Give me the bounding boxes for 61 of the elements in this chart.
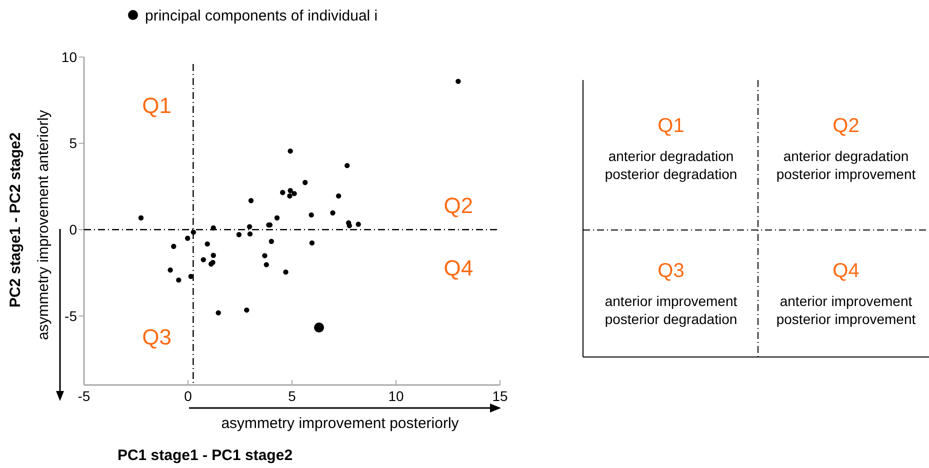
x-axis-title: PC1 stage1 - PC1 stage2 (117, 447, 293, 464)
point (302, 180, 308, 186)
y-tick-label: 5 (69, 135, 78, 152)
point (274, 215, 280, 220)
text: asymmetry improvement anteriorly (35, 109, 52, 340)
y-axis-title: PC2 stage1 - PC2 stage2 (7, 132, 24, 308)
x-tick-label: 0 (184, 388, 192, 404)
point (210, 252, 216, 258)
point (264, 262, 270, 268)
point (248, 198, 254, 204)
point (336, 193, 342, 199)
point (244, 307, 250, 313)
point (138, 215, 144, 220)
annotation: Q4 (444, 255, 474, 280)
point (204, 241, 210, 247)
point (280, 190, 286, 196)
point (288, 148, 293, 154)
point (216, 310, 221, 316)
point (308, 212, 314, 218)
x-tick-label: 5 (288, 388, 296, 404)
point (344, 162, 350, 168)
point (346, 223, 352, 228)
point (283, 270, 288, 275)
point (200, 257, 206, 262)
point (330, 210, 336, 216)
point (210, 225, 216, 231)
y-tick-label: -5 (64, 308, 78, 324)
text: anterior degradation posterior improvement (776, 148, 916, 182)
text: Q4 (832, 260, 860, 282)
annotation: Q3 (142, 324, 172, 350)
point (456, 78, 461, 84)
text: anterior improvement posterior degradation (604, 293, 738, 327)
point (246, 224, 252, 230)
x-tick-label: 10 (388, 388, 404, 404)
point (292, 190, 297, 196)
point (309, 240, 315, 246)
point (314, 322, 324, 333)
point (236, 232, 242, 238)
text: anterior degradation posterior degradation (604, 148, 738, 182)
text: anterior improvement posterior improvement (776, 293, 916, 327)
text: Q1 (658, 115, 684, 137)
text: Q2 (832, 115, 860, 137)
point (190, 230, 196, 235)
annotation: Q2 (444, 193, 474, 218)
legend-label: principal components of individual i (145, 7, 378, 24)
text: Q3 (658, 260, 684, 282)
text: asymmetry improvement posteriorly (221, 415, 460, 432)
x-tick-label: 15 (492, 388, 508, 404)
point (184, 236, 190, 241)
point (168, 267, 173, 273)
y-tick-label: 0 (69, 222, 78, 238)
point (356, 222, 361, 227)
point (247, 231, 253, 237)
annotation: Q1 (142, 93, 172, 118)
point (176, 277, 182, 283)
point (288, 188, 293, 194)
point (287, 193, 292, 199)
point (171, 244, 176, 249)
y-tick-label: 10 (61, 48, 78, 65)
point (268, 238, 274, 244)
point (262, 253, 268, 258)
